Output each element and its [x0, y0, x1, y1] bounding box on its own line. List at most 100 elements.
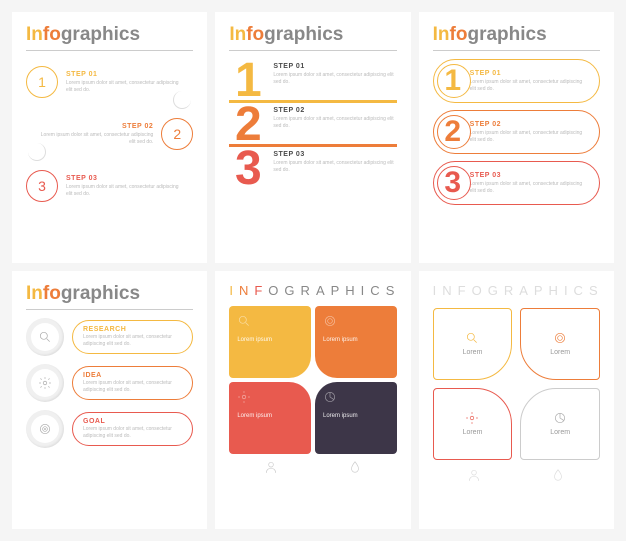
- step-big-number: 3: [229, 147, 267, 190]
- step-label: STEP 01: [273, 63, 396, 70]
- drop-icon: [348, 460, 362, 474]
- title-part: In: [26, 283, 43, 304]
- item-label: IDEA: [83, 372, 182, 379]
- tile-label: Lorem ipsum: [323, 337, 389, 343]
- step-label: STEP 03: [273, 151, 396, 158]
- step-description: Lorem ipsum dolor sit amet, consectetur …: [273, 160, 396, 174]
- tile: Lorem ipsum: [315, 382, 397, 454]
- divider: [433, 50, 600, 51]
- step-row: 1 STEP 01 Lorem ipsum dolor sit amet, co…: [26, 59, 193, 105]
- title-part: fo: [43, 24, 61, 45]
- item-row: RESEARCH Lorem ipsum dolor sit amet, con…: [26, 318, 193, 356]
- step-number: 1: [440, 64, 466, 98]
- tile-label: Lorem ipsum: [237, 413, 303, 419]
- item-row: IDEA Lorem ipsum dolor sit amet, consect…: [26, 364, 193, 402]
- target-icon: [553, 331, 567, 345]
- drop-icon: [551, 468, 565, 482]
- item-description: Lorem ipsum dolor sit amet, consectetur …: [83, 334, 182, 348]
- tile-label: Lorem ipsum: [323, 413, 389, 419]
- chart-icon: [323, 390, 337, 404]
- leaf-label: Lorem: [550, 349, 570, 356]
- step-row: 3 STEP 03 Lorem ipsum dolor sit amet, co…: [229, 147, 396, 190]
- card-title: Infographics: [433, 24, 600, 46]
- card-title: INFOGRAPHICS: [229, 283, 396, 298]
- step-text: STEP 01 Lorem ipsum dolor sit amet, cons…: [66, 71, 185, 94]
- step-text: STEP 02 Lorem ipsum dolor sit amet, cons…: [267, 103, 396, 130]
- step-row: 2 STEP 02 Lorem ipsum dolor sit amet, co…: [229, 103, 396, 146]
- step-label: STEP 01: [470, 70, 589, 77]
- item-label: RESEARCH: [83, 326, 182, 333]
- leaf-tile: Lorem: [433, 388, 513, 460]
- step-label: STEP 02: [273, 107, 396, 114]
- card-title: Infographics: [26, 283, 193, 305]
- step-text: STEP 03 Lorem ipsum dolor sit amet, cons…: [267, 147, 396, 174]
- step-big-number: 2: [229, 103, 267, 146]
- item-icon-circle: [26, 318, 64, 356]
- step-description: Lorem ipsum dolor sit amet, consectetur …: [470, 79, 589, 93]
- step-number-circle: 3: [26, 170, 58, 202]
- step-number: 2: [440, 115, 466, 149]
- decorative-swirl: [28, 143, 46, 161]
- person-icon: [467, 468, 481, 482]
- item-row: GOAL Lorem ipsum dolor sit amet, consect…: [26, 410, 193, 448]
- card-title: Infographics: [26, 24, 193, 46]
- step-description: Lorem ipsum dolor sit amet, consectetur …: [273, 116, 396, 130]
- step-text: STEP 03 Lorem ipsum dolor sit amet, cons…: [66, 175, 185, 198]
- step-row: 2 STEP 02 Lorem ipsum dolor sit amet, co…: [26, 111, 193, 157]
- step-description: Lorem ipsum dolor sit amet, consectetur …: [470, 181, 589, 195]
- item-icon-circle: [26, 410, 64, 448]
- leaf-label: Lorem: [550, 429, 570, 436]
- title-part: In: [229, 24, 246, 45]
- title-part: fo: [43, 283, 61, 304]
- title-part: graphics: [61, 283, 140, 304]
- step-big-number: 1: [229, 59, 267, 102]
- step-number-circle: 2: [161, 118, 193, 150]
- tile-grid: Lorem ipsum Lorem ipsum Lorem ipsum Lore…: [229, 306, 396, 454]
- footer-icons: [433, 468, 600, 482]
- title-part: fo: [246, 24, 264, 45]
- step-label: STEP 02: [470, 121, 589, 128]
- step-description: Lorem ipsum dolor sit amet, consectetur …: [273, 72, 396, 86]
- card-title: INFOGRAPHICS: [433, 283, 600, 298]
- step-pill: 1 STEP 01 Lorem ipsum dolor sit amet, co…: [433, 59, 600, 103]
- title-part: fo: [450, 24, 468, 45]
- step-number: 3: [440, 166, 466, 200]
- footer-icons: [229, 460, 396, 474]
- step-text: STEP 01 Lorem ipsum dolor sit amet, cons…: [267, 59, 396, 86]
- chart-icon: [553, 411, 567, 425]
- search-icon: [237, 314, 251, 328]
- infographic-card-1: Infographics 1 STEP 01 Lorem ipsum dolor…: [12, 12, 207, 263]
- step-row: 1 STEP 01 Lorem ipsum dolor sit amet, co…: [229, 59, 396, 102]
- step-text: STEP 02 Lorem ipsum dolor sit amet, cons…: [34, 123, 153, 146]
- divider: [229, 50, 396, 51]
- leaf-label: Lorem: [463, 429, 483, 436]
- item-icon-circle: [26, 364, 64, 402]
- leaf-tile: Lorem: [520, 388, 600, 460]
- title-part: In: [433, 24, 450, 45]
- step-label: STEP 03: [66, 175, 185, 182]
- divider: [26, 309, 193, 310]
- step-description: Lorem ipsum dolor sit amet, consectetur …: [66, 184, 185, 198]
- step-label: STEP 01: [66, 71, 185, 78]
- step-label: STEP 03: [470, 172, 589, 179]
- infographic-card-2: Infographics 1 STEP 01 Lorem ipsum dolor…: [215, 12, 410, 263]
- tile: Lorem ipsum: [315, 306, 397, 378]
- infographic-card-5: INFOGRAPHICS Lorem ipsum Lorem ipsum Lor…: [215, 271, 410, 530]
- leaf-tile: Lorem: [520, 308, 600, 380]
- item-pill: IDEA Lorem ipsum dolor sit amet, consect…: [72, 366, 193, 400]
- item-description: Lorem ipsum dolor sit amet, consectetur …: [83, 426, 182, 440]
- search-icon: [465, 331, 479, 345]
- leaf-tile: Lorem: [433, 308, 513, 380]
- step-number-circle: 1: [26, 66, 58, 98]
- step-description: Lorem ipsum dolor sit amet, consectetur …: [470, 130, 589, 144]
- item-label: GOAL: [83, 418, 182, 425]
- step-row: 3 STEP 03 Lorem ipsum dolor sit amet, co…: [26, 163, 193, 209]
- gear-icon: [465, 411, 479, 425]
- tile-label: Lorem ipsum: [237, 337, 303, 343]
- tile: Lorem ipsum: [229, 382, 311, 454]
- divider: [26, 50, 193, 51]
- title-part: graphics: [61, 24, 140, 45]
- infographic-card-6: INFOGRAPHICS Lorem Lorem Lorem Lorem: [419, 271, 614, 530]
- person-icon: [264, 460, 278, 474]
- step-description: Lorem ipsum dolor sit amet, consectetur …: [66, 80, 185, 94]
